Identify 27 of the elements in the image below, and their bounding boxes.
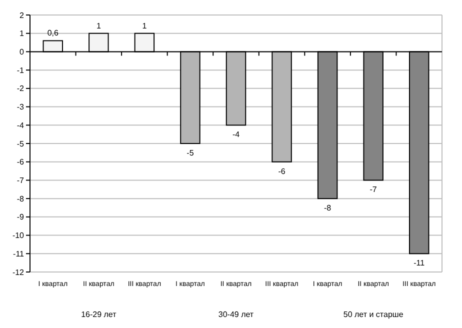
y-tick-label: -10 [12,231,25,240]
data-label: -11 [414,258,426,268]
y-tick-label: -11 [13,249,25,258]
y-tick-label: -1 [16,66,25,75]
y-tick-label: -9 [16,212,25,222]
data-label: -6 [278,166,286,176]
text: 50 лет и старше [343,310,404,319]
y-tick-label: -2 [16,84,25,94]
data-label: 1 [96,21,102,30]
y-tick-label: -12 [12,268,25,277]
y-tick-label: 0 [20,48,25,57]
data-label: -4 [232,130,240,140]
text: 16-29 лет [81,310,117,319]
data-label: -5 [186,148,194,158]
data-label: -7 [370,185,378,194]
y-tick-label: -4 [16,120,25,130]
y-tick-label: -5 [16,139,25,148]
y-tick-label: -3 [16,102,25,112]
data-label: -8 [324,204,332,213]
data-label: 0,6 [47,28,59,38]
y-tick-label: -7 [16,176,25,186]
text: 30-49 лет [218,310,254,319]
y-tick-label: -6 [16,158,25,167]
y-tick-label: 2 [20,10,25,20]
y-tick-label: 1 [20,29,25,38]
y-tick-label: -8 [16,194,25,204]
data-label: 1 [142,21,148,30]
